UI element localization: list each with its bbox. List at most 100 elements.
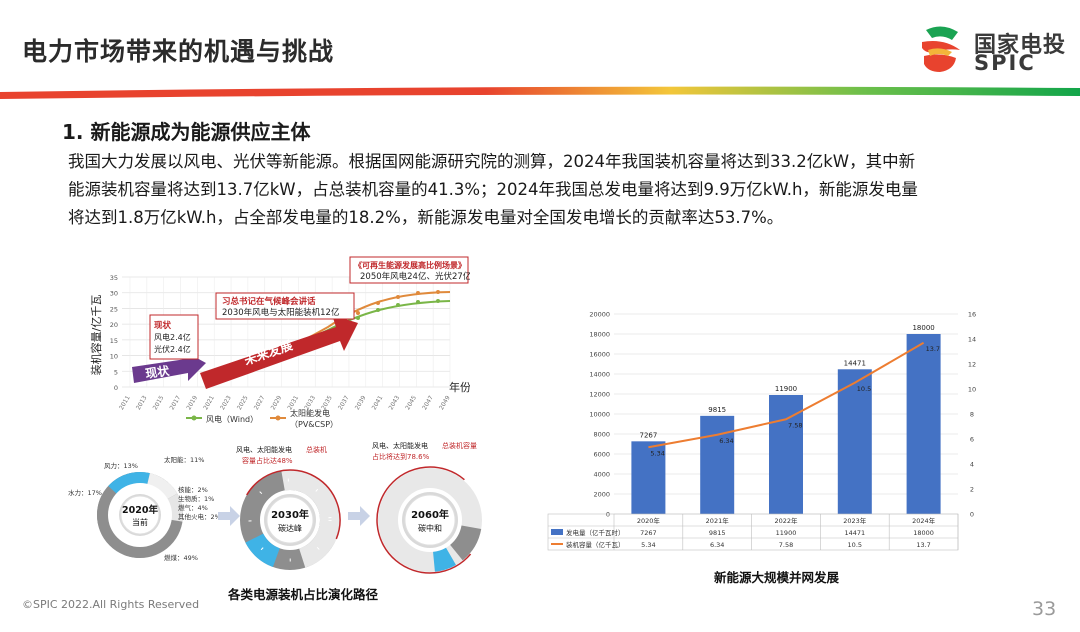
right-tick-label: 8 [970,411,974,419]
left-figure-caption: 各类电源装机占比演化路径 [228,587,379,602]
table-cell: 9815 [709,529,726,537]
legend-label: 发电量（亿千瓦时） [566,528,625,537]
category-label: 2023年 [843,516,867,525]
logo-english-name: SPIC [974,51,1036,75]
y-tick-label: 35 [110,274,118,282]
donut-2030: 风电、太阳能发电 总装机 容量占比达48% 2030年 碳达峰 [236,445,341,571]
left-tick-label: 18000 [589,331,610,339]
x-tick-label: 2037 [337,394,351,411]
category-label: 2024年 [912,516,936,525]
line-data-label: 5.34 [650,449,664,457]
donut-label: 核能：2% [178,485,208,494]
category-label: 2021年 [706,516,730,525]
spic-logo-icon [922,26,960,72]
x-tick-label: 2019 [185,394,199,411]
series-marker [356,316,360,320]
series-marker [396,295,400,299]
series-marker [396,303,400,307]
right-tick-label: 4 [970,461,974,469]
callout-top-text: 2050年风电24亿、光伏27亿 [360,271,470,282]
donut-label: 燃煤：49% [164,553,198,562]
bar-data-label: 7267 [639,431,657,439]
x-tick-label: 2011 [118,394,132,411]
legend-solar-sub: （PV&CSP） [290,420,338,429]
x-tick-label: 2027 [253,394,267,411]
table-cell: 6.34 [710,541,724,549]
bar [906,334,941,514]
x-axis-ticks: 2011 2013 2015 2017 2019 2021 2023 2025 2027 2029… [118,394,452,411]
callout-now-line: 风电2.4亿 [154,332,191,342]
donut-label: 太阳能：11% [164,455,204,464]
series-marker [436,290,440,294]
left-tick-label: 12000 [589,391,610,399]
right-tick-label: 16 [968,311,976,319]
line-data-label: 7.58 [788,421,802,429]
callout-top-title: 《可再生能源发展高比例场景》 [354,260,466,270]
table-cell: 5.34 [641,541,655,549]
x-tick-label: 2025 [236,394,250,411]
y-tick-label: 30 [110,290,118,298]
category-label: 2020年 [637,516,661,525]
bar-series: 7267 9815 11900 14471 18000 [631,324,941,514]
paragraph-line: 能源装机容量将达到13.7亿kW，占总装机容量的41.3%；2024年我国总发电… [68,180,918,199]
right-tick-label: 2 [970,486,974,494]
donut-center-year: 2020年 [122,504,158,516]
renewable-grid-chart: 0 2000 4000 6000 8000 10000 12000 14000 16000 180… [547,311,976,551]
donut-center-label: 碳达峰 [278,523,302,533]
y-tick-label: 20 [110,321,118,329]
callout-now-title: 现状 [154,320,172,331]
series-marker [376,301,380,305]
series-marker [416,291,420,295]
x-tick-label: 2049 [438,394,452,411]
x-tick-label: 2047 [421,394,435,411]
donut-label: 水力：17% [68,488,102,497]
donut-note: 风电、太阳能发电 [372,441,428,450]
donut-note-highlight: 容量占比达48% [242,456,293,465]
capacity-line [648,341,925,449]
callout-mid-text: 2030年风电与太阳能装机12亿 [222,307,339,318]
data-table: 2020年 7267 5.34 2021年 9815 6.34 2022年 11900 7.58… [547,513,959,551]
line-data-label: 6.34 [719,437,733,445]
y-tick-label: 0 [114,384,118,392]
x-tick-label: 2045 [404,394,418,411]
donut-label: 生物质：1% [178,494,214,503]
x-tick-label: 2021 [202,394,216,411]
left-tick-label: 4000 [593,471,610,479]
x-tick-label: 2041 [371,394,385,411]
section-title: 1. 新能源成为能源供应主体 [62,120,311,144]
body-paragraph: 我国大力发展以风电、光伏等新能源。根据国网能源研究院的测算，2024年我国装机容… [68,148,1016,232]
bar-data-label: 11900 [775,385,797,393]
right-tick-label: 6 [970,436,974,444]
y-axis-label: 装机容量/亿千瓦 [89,295,103,376]
donut-2060: 风电、太阳能发电 总装机容量 占比将达到78.6% 2060年 碳中和 [372,441,484,574]
left-tick-label: 6000 [593,451,610,459]
right-tick-label: 0 [970,511,974,519]
x-tick-label: 2013 [135,394,149,411]
series-marker [376,308,380,312]
paragraph-line: 我国大力发展以风电、光伏等新能源。根据国网能源研究院的测算，2024年我国装机容… [68,152,916,171]
right-tick-label: 12 [968,361,976,369]
line-data-label: 13.7 [926,345,940,353]
bar [837,369,872,514]
y-tick-label: 15 [110,337,118,345]
legend-label: 装机容量（亿千瓦） [566,540,625,549]
x-tick-label: 2029 [270,394,284,411]
capacity-share-donuts: 2020年 当前 风力：13% 太阳能：11% 核能：2% 生物质：1% 燃气：… [68,441,484,574]
bar [769,395,803,514]
line-series: 5.34 6.34 7.58 10.5 13.7 [648,341,940,457]
donut-note: 风电、太阳能发电 [236,445,292,454]
series-marker [436,299,440,303]
paragraph-line: 将达到1.8万亿kW.h，占全部发电量的18.2%，新能源发电量对全国发电增长的… [68,208,784,227]
donut-center-year: 2060年 [411,508,449,521]
donut-label: 其他火电：2% [178,512,221,521]
donut-center-label: 碳中和 [418,523,442,533]
page-title: 电力市场带来的机遇与挑战 [22,37,335,66]
table-cell: 7267 [640,529,657,537]
donut-note-highlight: 总装机 [306,445,327,454]
category-label: 2022年 [774,516,798,525]
bar-data-label: 14471 [844,359,866,367]
table-cell: 7.58 [779,541,793,549]
left-axis-ticks: 0 2000 4000 6000 8000 10000 12000 14000 16000 180… [589,311,610,519]
bar [700,415,735,514]
